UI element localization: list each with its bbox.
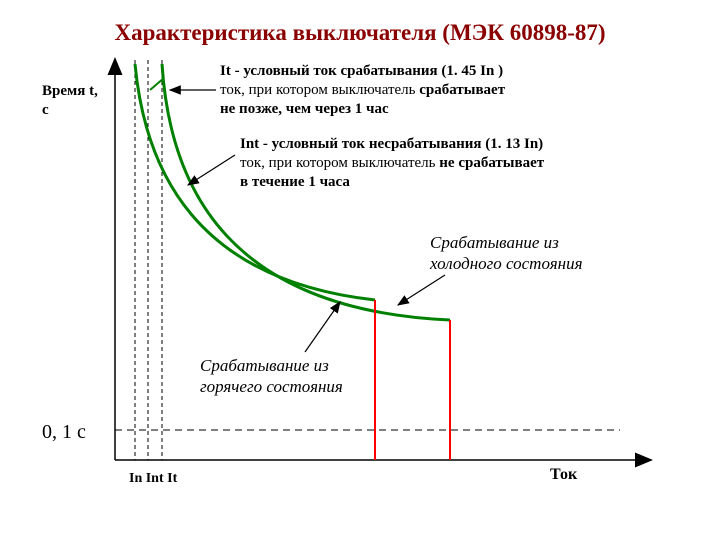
chart-svg <box>0 0 720 540</box>
arrow-int <box>188 155 235 185</box>
arrow-cold <box>398 275 445 305</box>
curve-outer-green <box>162 64 450 320</box>
dashed-verticals <box>135 60 162 460</box>
curve-inner-green <box>135 64 375 300</box>
arrow-hot <box>305 302 340 352</box>
